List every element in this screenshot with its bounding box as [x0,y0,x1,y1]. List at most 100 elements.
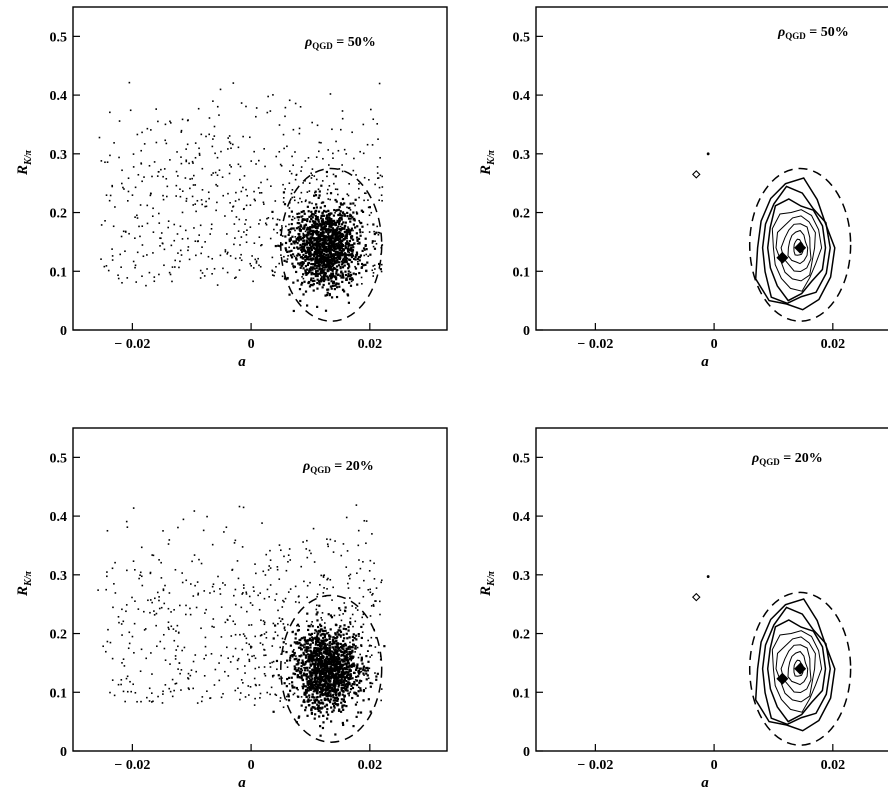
scatter-point [347,647,350,650]
scatter-point [107,628,109,631]
scatter-point [290,242,293,246]
scatter-point [379,156,381,159]
scatter-point [311,279,315,283]
scatter-point [339,634,342,637]
scatter-point [272,710,275,713]
scatter-point [185,613,187,616]
scatter-point [301,261,304,264]
scatter-point [315,635,319,638]
scatter-point [287,699,291,702]
scatter-point [320,699,323,702]
scatter-point [348,694,350,697]
scatter-point [298,654,301,658]
scatter-point [317,196,320,199]
scatter-point [152,700,154,703]
scatter-point [306,596,308,599]
scatter-point [319,583,321,586]
scatter-point [329,93,332,95]
scatter-point [322,272,325,274]
scatter-point [325,648,329,651]
scatter-point [314,262,317,266]
scatter-point [368,667,371,670]
scatter-point [323,225,326,228]
scatter-point [377,262,381,266]
scatter-point [353,680,356,684]
scatter-point [166,195,168,198]
scatter-point [234,237,236,239]
scatter-point [258,608,261,611]
scatter-point [315,608,318,611]
scatter-point [320,277,323,280]
scatter-point [294,229,296,232]
scatter-point [198,558,200,561]
scatter-point [282,191,286,194]
scatter-point [124,230,127,233]
scatter-point [204,612,206,614]
scatter-point [297,646,301,649]
scatter-point [356,225,359,228]
scatter-point [308,653,311,656]
scatter-point [375,242,378,245]
scatter-point [312,658,315,661]
scatter-point [309,658,312,661]
scatter-point [238,505,241,508]
scatter-point [347,671,350,674]
scatter-point [331,710,334,713]
scatter-point [337,282,340,285]
scatter-point [153,610,155,612]
scatter-point [121,608,123,611]
scatter-point [195,254,197,257]
scatter-point [331,675,335,679]
scatter-point [243,635,246,637]
scatter-point [372,592,374,595]
scatter-point [301,262,304,265]
scatter-point [329,285,332,288]
scatter-point [282,201,285,203]
scatter-point [139,204,142,206]
scatter-point [284,247,287,250]
scatter-point [297,262,300,265]
scatter-point [327,209,330,213]
scatter-point [351,696,354,700]
scatter-point [124,700,126,703]
scatter-point [118,621,120,624]
scatter-point [301,678,304,682]
scatter-point [308,251,311,254]
scatter-point [255,684,257,687]
scatter-point [298,601,300,604]
scatter-point [320,680,323,683]
scatter-point [185,197,188,200]
small-contour-dot [706,152,710,156]
scatter-point [321,693,324,696]
scatter-point [350,227,354,230]
scatter-point [381,175,384,178]
scatter-point [332,685,335,688]
scatter-point [348,665,351,668]
scatter-point [253,654,255,657]
scatter-point [235,216,238,218]
scatter-point [334,663,337,666]
scatter-point [332,648,335,650]
contour-line [761,185,831,305]
scatter-point [319,270,322,273]
scatter-point [344,688,347,691]
scatter-point [120,683,122,686]
scatter-point [350,684,353,687]
scatter-point [320,617,322,619]
scatter-point [277,244,280,247]
scatter-point [326,708,329,711]
scatter-point [334,681,337,684]
scatter-point [349,675,352,679]
scatter-point [351,249,354,252]
scatter-point [303,666,305,669]
scatter-point [316,218,319,221]
scatter-point [175,170,178,173]
scatter-point [357,632,360,636]
scatter-point [372,118,375,121]
scatter-point [313,224,317,227]
scatter-point [306,649,309,652]
scatter-point [333,663,336,666]
scatter-point [331,272,335,275]
scatter-point [226,233,228,235]
scatter-point [328,274,331,277]
